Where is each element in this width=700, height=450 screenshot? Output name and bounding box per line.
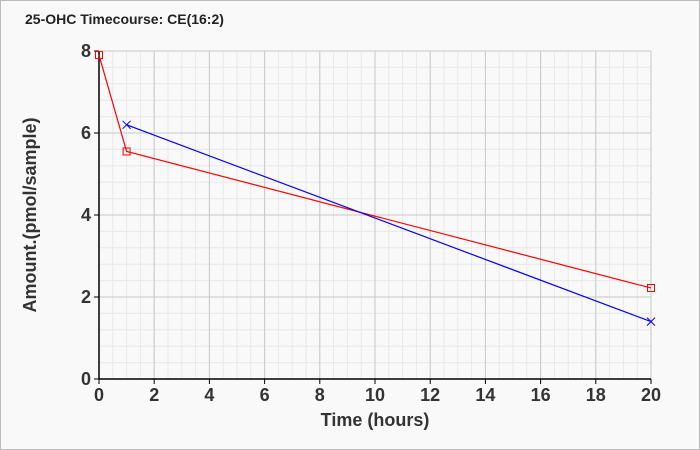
series-red-point <box>95 51 103 60</box>
series-blue-point <box>122 120 131 130</box>
x-tick-label: 0 <box>94 385 104 405</box>
series-blue-point <box>646 317 656 326</box>
axes: 0 2 4 6 8 10 12 14 16 18 20 0 2 4 6 8 <box>81 41 661 405</box>
series-red-point <box>647 283 655 292</box>
series-red-point <box>122 147 131 156</box>
x-tick-label: 8 <box>315 385 325 405</box>
series <box>95 51 656 326</box>
y-axis-label: Amount.(pmol/sample) <box>20 117 40 312</box>
y-tick-label: 6 <box>81 123 91 143</box>
y-tick-label: 8 <box>81 41 91 61</box>
series-red-line <box>98 54 652 289</box>
series-blue-line <box>126 124 652 323</box>
x-axis-label: Time (hours) <box>321 410 430 430</box>
y-tick-label: 0 <box>81 369 91 389</box>
y-tick-label: 4 <box>81 205 91 225</box>
x-tick-label: 4 <box>204 385 214 405</box>
x-tick-label: 12 <box>420 385 440 405</box>
x-tick-label: 16 <box>531 385 551 405</box>
x-tick-label: 14 <box>475 385 495 405</box>
grid <box>98 50 652 380</box>
x-tick-label: 6 <box>260 385 270 405</box>
y-tick-label: 2 <box>81 287 91 307</box>
x-tick-label: 20 <box>641 385 661 405</box>
chart-title: 25-OHC Timecourse: CE(16:2) <box>25 11 224 27</box>
x-tick-label: 18 <box>586 385 606 405</box>
x-tick-label: 10 <box>365 385 385 405</box>
x-tick-label: 2 <box>149 385 159 405</box>
